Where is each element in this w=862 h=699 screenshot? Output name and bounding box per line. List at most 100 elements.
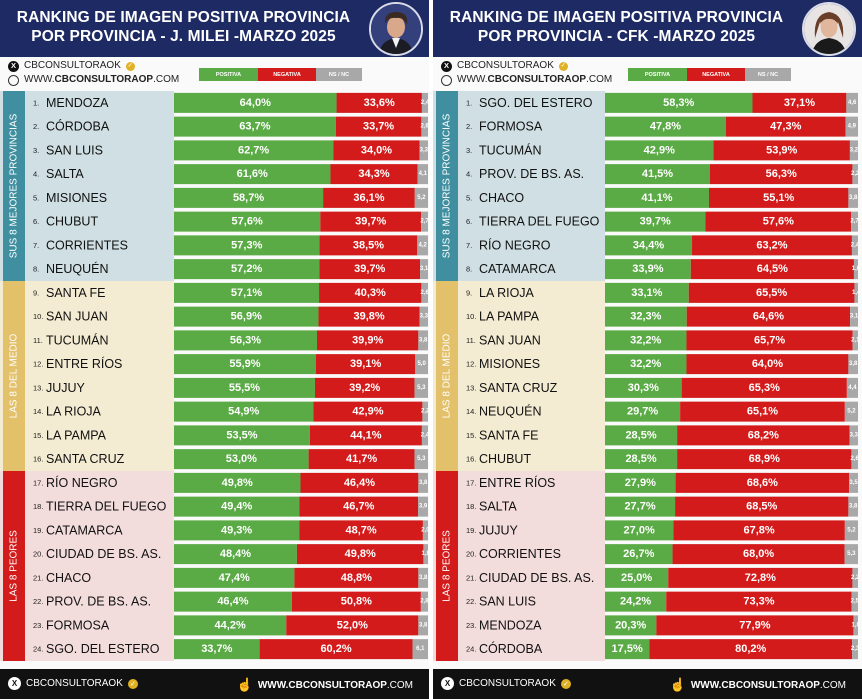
table-row: 16. SANTA CRUZ 53,0% 41,7% 5,3 — [33, 449, 428, 470]
bar-nsnc — [421, 282, 428, 303]
data-label-nsnc: 5,3 — [847, 551, 856, 557]
rank-label: 11. — [466, 336, 476, 345]
bar-nsnc — [849, 140, 858, 161]
rank-label: 16. — [466, 455, 476, 464]
group-band — [3, 281, 25, 471]
province-label: CATAMARCA — [479, 262, 556, 276]
data-label-nsnc: 4,2 — [418, 242, 427, 248]
ranking-panel-cfk: RANKING DE IMAGEN POSITIVA PROVINCIA POR… — [433, 0, 862, 699]
ranking-panel-milei: RANKING DE IMAGEN POSITIVA PROVINCIA POR… — [0, 0, 429, 699]
data-label-positiva: 47,8% — [650, 121, 681, 133]
table-row: 1. SGO. DEL ESTERO 58,3% 37,1% 4,6 — [466, 92, 858, 113]
bar-positiva — [174, 401, 314, 422]
province-label: TIERRA DEL FUEGO — [46, 500, 167, 514]
bar-negativa — [323, 187, 415, 208]
province-label: MISIONES — [479, 357, 540, 371]
brand-website[interactable]: WWW.CBCONSULTORAOP.COM — [24, 74, 180, 85]
table-row: 17. ENTRE RÍOS 27,9% 68,6% 3,5 — [466, 472, 858, 493]
bar-positiva — [605, 401, 681, 422]
brand-website[interactable]: WWW.CBCONSULTORAOP.COM — [457, 74, 613, 85]
data-label-nsnc: 2,5 — [851, 599, 860, 605]
bar-negativa — [286, 615, 419, 636]
bar-positiva — [174, 259, 320, 280]
group-background — [0, 471, 174, 661]
rank-label: 19. — [33, 526, 43, 535]
bar-nsnc — [414, 449, 428, 470]
data-label-nsnc: 1,6 — [852, 266, 861, 272]
rank-label: 4. — [33, 170, 39, 179]
rank-label: 10. — [466, 312, 476, 321]
data-label-nsnc: 3,3 — [420, 147, 429, 153]
data-label-positiva: 57,3% — [231, 239, 262, 251]
data-label-nsnc: 4,6 — [848, 100, 857, 106]
rank-label: 19. — [466, 526, 476, 535]
bar-positiva — [174, 211, 321, 232]
group-band — [436, 91, 458, 281]
data-label-nsnc: 1,8 — [852, 622, 861, 628]
bar-nsnc — [422, 520, 428, 541]
province-label: CÓRDOBA — [479, 641, 543, 656]
data-label-positiva: 32,2% — [630, 358, 661, 370]
table-row: 13. JUJUY 55,5% 39,2% 5,3 — [33, 377, 428, 398]
bar-positiva — [174, 544, 297, 565]
pointer-hand-icon: ☝ — [669, 677, 686, 692]
data-label-positiva: 33,1% — [631, 287, 662, 299]
bar-positiva — [174, 425, 310, 446]
bar-nsnc — [844, 520, 858, 541]
province-label: SAN LUIS — [46, 143, 103, 157]
data-label-positiva: 30,3% — [628, 382, 659, 394]
ranking-chart: SUS 8 MEJORES PROVINCIAS LAS 8 DEL MEDIO L… — [0, 91, 429, 661]
bar-negativa — [677, 449, 852, 470]
rank-label: 6. — [33, 217, 39, 226]
table-row: 15. LA PAMPA 53,5% 44,1% 2,4 — [33, 425, 429, 446]
province-label: SANTA FE — [46, 286, 106, 300]
province-label: LA PAMPA — [479, 310, 540, 324]
table-row: 7. CORRIENTES 57,3% 38,5% 4,2 — [33, 235, 428, 256]
group-background — [433, 281, 605, 471]
bar-positiva — [174, 187, 324, 208]
rank-label: 13. — [33, 383, 43, 392]
province-label: CIUDAD DE BS. AS. — [46, 547, 161, 561]
bar-negativa — [672, 544, 845, 565]
bar-positiva — [605, 116, 726, 137]
data-label-nsnc: 2,8 — [420, 599, 429, 605]
data-label-negativa: 39,9% — [352, 334, 383, 346]
data-label-positiva: 47,4% — [219, 572, 250, 584]
globe-icon — [441, 74, 452, 86]
bar-negativa — [649, 639, 853, 660]
data-label-negativa: 50,8% — [341, 596, 372, 608]
data-label-positiva: 32,3% — [630, 311, 661, 323]
bar-positiva — [605, 282, 689, 303]
bar-negativa — [315, 354, 416, 375]
table-row: 23. MENDOZA 20,3% 77,9% 1,8 — [466, 615, 861, 636]
bar-negativa — [675, 496, 849, 517]
province-label: CHACO — [46, 571, 91, 585]
data-label-nsnc: 3,8 — [419, 575, 428, 581]
bar-nsnc — [418, 615, 428, 636]
group-band — [436, 471, 458, 661]
pointer-hand-icon: ☝ — [236, 677, 253, 692]
x-logo-icon: X — [8, 60, 19, 72]
rank-label: 22. — [466, 597, 476, 606]
group-label: SUS 8 MEJORES PROVINCIAS — [442, 113, 453, 258]
bar-negativa — [686, 354, 849, 375]
province-label: CHUBUT — [479, 452, 531, 466]
data-label-nsnc: 3,2 — [850, 147, 859, 153]
footer-website[interactable]: WWW.CBCONSULTORAOP.COM — [257, 679, 413, 691]
bar-nsnc — [848, 187, 858, 208]
bar-nsnc — [422, 401, 428, 422]
x-logo-icon: X — [441, 60, 452, 72]
bar-negativa — [299, 496, 419, 517]
table-row: 6. TIERRA DEL FUEGO 39,7% 57,6% 2,7 — [466, 211, 859, 232]
footer-website[interactable]: WWW.CBCONSULTORAOP.COM — [690, 679, 846, 691]
legend-nsnc: NS / NC — [745, 68, 791, 81]
chart-legend: POSITIVA NEGATIVA NS / NC — [628, 68, 791, 81]
rank-label: 16. — [33, 455, 43, 464]
table-row: 3. TUCUMÁN 42,9% 53,9% 3,2 — [466, 140, 859, 161]
bar-nsnc — [851, 235, 858, 256]
legend-nsnc: NS / NC — [316, 68, 362, 81]
rank-label: 8. — [33, 265, 39, 274]
province-label: CIUDAD DE BS. AS. — [479, 571, 594, 585]
data-label-positiva: 55,9% — [229, 358, 260, 370]
bar-positiva — [174, 520, 300, 541]
